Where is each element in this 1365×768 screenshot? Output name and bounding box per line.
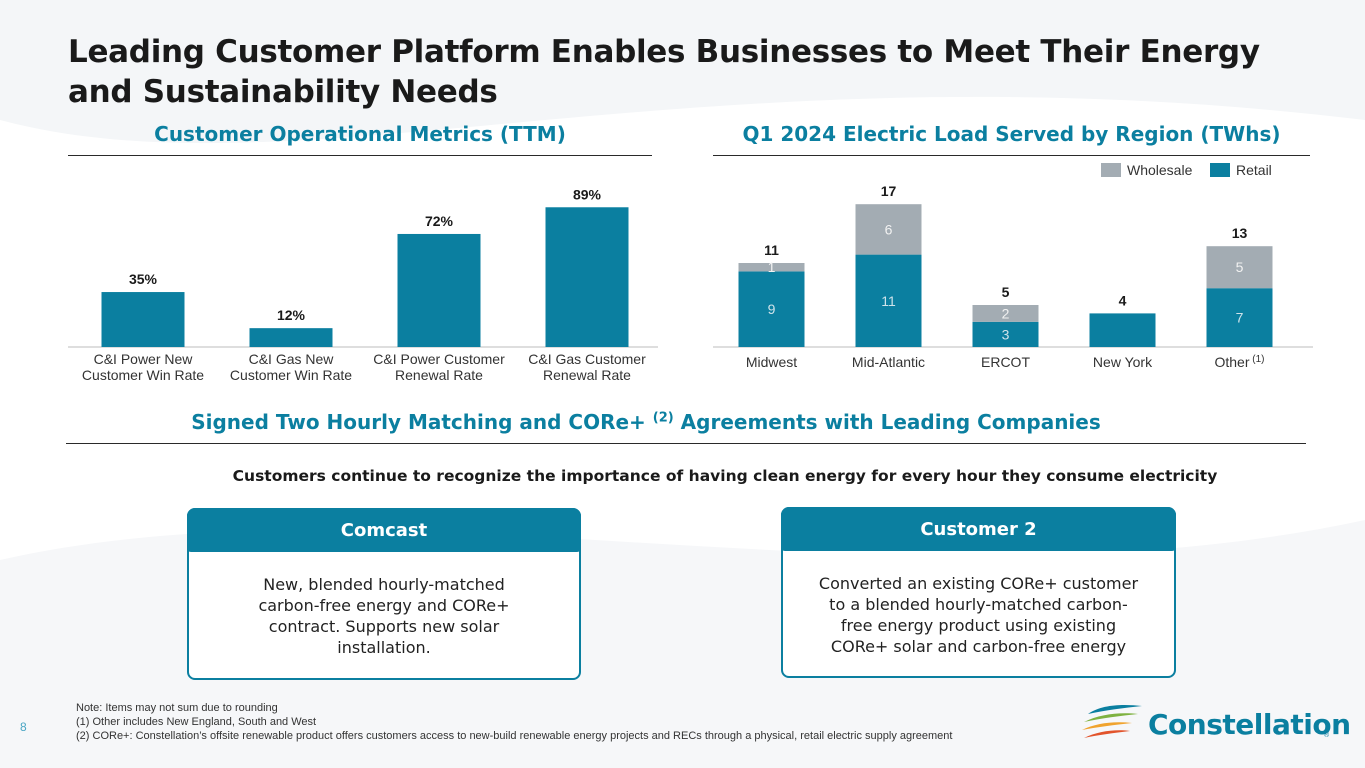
load-bar-retail <box>972 321 1039 347</box>
metrics-heading: Customer Operational Metrics (TTM) <box>154 122 566 146</box>
metrics-bar <box>397 233 481 347</box>
card-customer-2-line: free energy product using existing <box>840 616 1117 635</box>
page-title: Leading Customer Platform Enables Busine… <box>68 34 1260 110</box>
page-number: 8 <box>20 720 27 734</box>
load-category-label: Other (1) <box>1214 354 1264 370</box>
metrics-category-label: Customer Win Rate <box>230 367 352 383</box>
legend-wholesale: Wholesale <box>1101 162 1192 178</box>
load-bar-wholesale <box>738 263 805 272</box>
metrics-rule <box>68 155 652 156</box>
load-wholesale-label: 2 <box>1002 305 1010 321</box>
metrics-category-label: Renewal Rate <box>543 367 631 383</box>
load-retail-label: 3 <box>1002 326 1010 342</box>
legend-wholesale-label: Wholesale <box>1127 162 1193 178</box>
legend-retail-label: Retail <box>1236 162 1272 178</box>
logo-registered: ® <box>1324 732 1330 739</box>
agreements-heading-tail: Agreements with Leading Companies <box>680 410 1101 434</box>
load-bar-wholesale <box>972 305 1039 322</box>
metrics-data-label: 72% <box>425 213 454 229</box>
load-bar-retail <box>738 271 805 347</box>
agreements-heading: Signed Two Hourly Matching and CORe+ (2)… <box>66 410 1226 434</box>
load-total-label: 5 <box>1002 284 1010 300</box>
constellation-swoosh-icon <box>1082 704 1142 738</box>
card-customer-2-line: to a blended hourly-matched carbon- <box>829 595 1128 614</box>
load-total-label: 17 <box>881 183 897 199</box>
card-comcast-line: New, blended hourly-matched <box>263 575 505 594</box>
wholesale-swatch <box>1101 163 1121 177</box>
agreements-heading-text: Signed Two Hourly Matching and CORe+ <box>191 410 646 434</box>
footnote-2: (2) CORe+: Constellation’s offsite renew… <box>76 730 953 742</box>
card-customer-2-line: Converted an existing CORe+ customer <box>818 574 1139 593</box>
footnote-note: Note: Items may not sum due to rounding <box>76 702 278 714</box>
agreements-subtitle-text: Customers continue to recognize the impo… <box>232 467 1218 485</box>
load-bar-retail <box>1089 313 1156 347</box>
retail-swatch <box>1210 163 1230 177</box>
metrics-category-label: Customer Win Rate <box>82 367 204 383</box>
constellation-logo: Constellation ® <box>1080 700 1351 748</box>
load-retail-label: 7 <box>1236 310 1244 326</box>
metrics-bar <box>101 292 185 347</box>
card-comcast-body: New, blended hourly-matched carbon-free … <box>189 574 579 658</box>
card-comcast-title: Comcast <box>187 508 581 552</box>
card-customer-2: Customer 2 Converted an existing CORe+ c… <box>781 507 1176 678</box>
load-wholesale-label: 5 <box>1236 259 1244 275</box>
load-category-sup: (1) <box>1250 354 1265 365</box>
metrics-category-label: C&I Gas Customer <box>528 351 646 367</box>
card-comcast-line: carbon-free energy and CORe+ <box>258 596 510 615</box>
load-total-label: 13 <box>1232 225 1248 241</box>
agreements-subtitle: Customers continue to recognize the impo… <box>0 467 1365 485</box>
load-bar-wholesale <box>1206 246 1273 289</box>
card-comcast-line: contract. Supports new solar <box>268 617 500 636</box>
metrics-category-label: C&I Power New <box>94 351 194 367</box>
card-customer-2-line: CORe+ solar and carbon-free energy <box>830 637 1127 656</box>
metrics-category-label: C&I Power Customer <box>373 351 505 367</box>
legend-retail: Retail <box>1210 162 1272 178</box>
load-retail-label: 9 <box>768 301 776 317</box>
footnote-1: (1) Other includes New England, South an… <box>76 716 317 728</box>
load-total-label: 4 <box>1119 292 1127 308</box>
load-wholesale-label: 6 <box>885 221 893 237</box>
metrics-bar <box>545 207 629 347</box>
metrics-category-label: C&I Gas New <box>249 351 335 367</box>
load-bar-wholesale <box>855 204 922 255</box>
load-heading: Q1 2024 Electric Load Served by Region (… <box>742 122 1281 146</box>
load-wholesale-label: 1 <box>768 259 776 275</box>
load-bar-retail <box>855 254 922 347</box>
card-comcast: Comcast New, blended hourly-matched carb… <box>187 508 581 680</box>
metrics-data-label: 89% <box>573 186 602 202</box>
metrics-bar <box>249 328 333 347</box>
load-rule <box>713 155 1310 156</box>
agreements-heading-sup: (2) <box>652 410 674 426</box>
card-customer-2-body: Converted an existing CORe+ customer to … <box>783 573 1174 657</box>
load-chart: 9111Midwest11617Mid-Atlantic325ERCOT4New… <box>713 183 1313 370</box>
metrics-data-label: 35% <box>129 271 158 287</box>
logo-wordmark: Constellation <box>1148 708 1351 741</box>
footnotes: Note: Items may not sum due to rounding … <box>76 701 952 743</box>
agreements-rule <box>66 443 1306 444</box>
load-bar-retail <box>1206 288 1273 347</box>
card-customer-2-title: Customer 2 <box>781 507 1176 551</box>
load-category-label: ERCOT <box>981 354 1030 370</box>
load-category-label: Mid-Atlantic <box>852 354 925 370</box>
metrics-category-label: Renewal Rate <box>395 367 483 383</box>
load-category-label: New York <box>1093 354 1153 370</box>
metrics-data-label: 12% <box>277 307 306 323</box>
card-comcast-line: installation. <box>337 638 431 657</box>
load-category-label: Midwest <box>746 354 797 370</box>
load-retail-label: 11 <box>881 293 896 309</box>
load-total-label: 11 <box>764 242 779 258</box>
